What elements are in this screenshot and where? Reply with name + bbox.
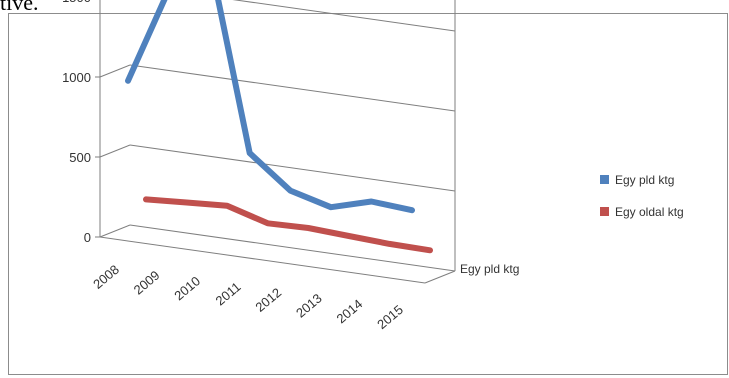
series-line-1	[143, 196, 433, 254]
depth-axis-label: Egy pld ktg	[460, 262, 519, 276]
chart-legend: Egy pld ktg Egy oldal ktg	[600, 173, 684, 219]
y-tick-label: 1000	[62, 70, 91, 85]
gridline-depth	[99, 64, 131, 78]
x-tick-label: 2015	[374, 302, 406, 332]
legend-swatch	[600, 175, 609, 184]
gridline-depth	[99, 144, 131, 158]
x-tick-label: 2012	[252, 285, 284, 315]
floor-right-edge	[424, 270, 456, 284]
y-tick-label: 0	[84, 230, 91, 245]
y-tick-label: 500	[69, 150, 91, 165]
gridline	[232, 0, 456, 32]
legend-swatch	[600, 207, 609, 216]
chart-frame	[8, 13, 728, 375]
gridline-depth	[99, 224, 131, 238]
y-axis: 0500100015002000	[62, 0, 101, 245]
x-tick-label: 2008	[90, 262, 122, 292]
gridline	[129, 144, 456, 192]
series-lines	[125, 0, 433, 254]
chart-gridlines	[99, 0, 456, 284]
floor-front-edge	[99, 236, 426, 284]
x-tick-label: 2010	[171, 273, 203, 303]
gridline	[129, 64, 456, 112]
x-tick-label: 2013	[293, 290, 325, 320]
series-line-0	[125, 0, 415, 214]
gridline	[129, 224, 456, 272]
page-top-text: tive.	[0, 0, 39, 15]
x-tick-label: 2011	[213, 279, 244, 308]
x-axis: 2008 2009 2010 2011 2012 2013 2014 2015	[90, 262, 406, 332]
legend-label: Egy oldal ktg	[615, 205, 684, 219]
legend-label: Egy pld ktg	[615, 173, 674, 187]
x-tick-label: 2009	[131, 268, 163, 298]
y-tick-label: 1500	[62, 0, 91, 5]
x-tick-label: 2014	[334, 296, 366, 326]
